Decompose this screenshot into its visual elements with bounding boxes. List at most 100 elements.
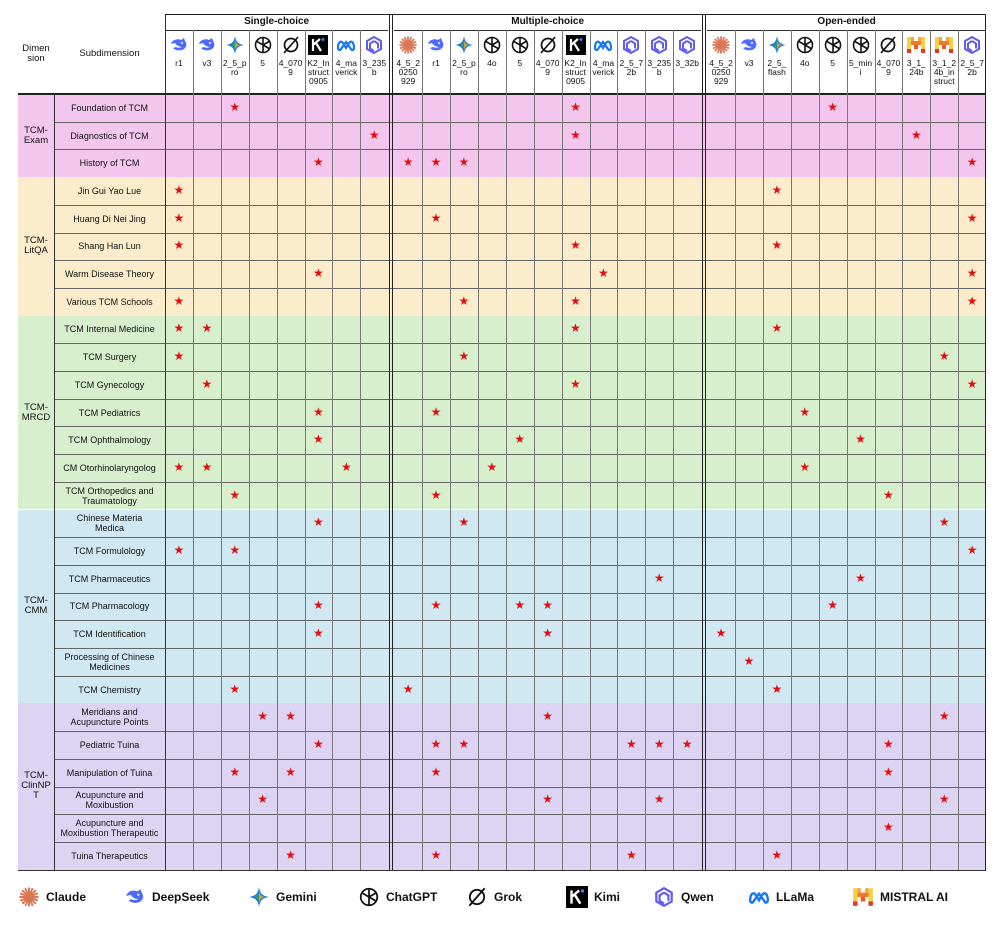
model-label: 5_min i (848, 58, 873, 77)
star-marker: ★ (313, 598, 324, 613)
qwen-icon (649, 35, 669, 55)
model-label: K2_In struct 0905 (307, 58, 330, 86)
gemini-icon (767, 35, 787, 55)
star-marker: ★ (514, 598, 526, 613)
deepseek-icon (739, 35, 759, 55)
subdimension-label: Pediatric Tuina (79, 739, 140, 750)
column-divider (477, 30, 479, 870)
star-marker: ★ (771, 847, 783, 862)
star-marker: ★ (430, 736, 442, 751)
star-marker: ★ (966, 376, 978, 391)
dimension-band (18, 703, 987, 870)
star-marker: ★ (402, 155, 414, 170)
subdimension-label: CM Otorhinolaryngolog (63, 462, 156, 473)
column-divider (54, 94, 55, 870)
legend-item-mistral: MISTRAL AI (852, 886, 948, 908)
legend-label: DeepSeek (152, 890, 210, 904)
chatgpt-icon (851, 35, 871, 55)
star-marker: ★ (771, 681, 783, 696)
star-marker: ★ (430, 847, 442, 862)
column-divider (248, 30, 250, 870)
star-marker: ★ (883, 764, 894, 779)
legend-item-chatgpt: ChatGPT (358, 886, 437, 908)
gemini-icon (248, 886, 270, 908)
qwen-icon (677, 35, 697, 55)
model-label: 2_5_7 2b (960, 58, 984, 77)
claude-icon (398, 35, 418, 55)
star-marker: ★ (570, 376, 581, 391)
row-divider (54, 232, 987, 234)
star-marker: ★ (855, 432, 866, 447)
table-border (165, 14, 987, 15)
legend-label: Claude (46, 890, 87, 904)
star-marker: ★ (402, 681, 414, 696)
grok-icon (878, 35, 898, 55)
star-marker: ★ (313, 626, 324, 641)
qwen-icon (653, 886, 675, 908)
subdimension-label: TCM Pediatrics (78, 407, 141, 418)
column-divider (846, 30, 848, 870)
row-divider (54, 426, 987, 428)
mistral-icon (934, 35, 954, 55)
group-header-0: Single-choice (244, 16, 310, 27)
model-label: 4o (487, 58, 497, 68)
column-divider (561, 30, 563, 870)
dimension-label: TCM- ClinNP T (21, 770, 51, 802)
chatgpt-icon (358, 886, 380, 908)
dimension-label: TCM- CMM (24, 595, 48, 617)
subdimension-label: TCM Surgery (82, 352, 137, 363)
table-border (985, 14, 987, 870)
star-marker: ★ (430, 764, 442, 779)
model-label: 3_235 b (362, 58, 387, 77)
legend-item-deepseek: DeepSeek (124, 886, 209, 908)
qwen-icon (364, 35, 384, 55)
row-divider (54, 841, 987, 843)
star-marker: ★ (715, 626, 727, 641)
star-marker: ★ (257, 709, 269, 724)
legend-item-llama: LLaMa (748, 886, 814, 908)
column-divider (450, 30, 451, 870)
column-divider (276, 30, 278, 870)
star-marker: ★ (313, 266, 324, 281)
llama-icon (593, 35, 613, 55)
group-divider (702, 14, 704, 870)
model-label: 4_ma verick (592, 58, 615, 77)
column-divider (673, 30, 675, 870)
subdimension-label: TCM Ophthalmology (68, 435, 151, 446)
row-divider (54, 481, 987, 483)
row-divider (54, 731, 987, 733)
star-marker: ★ (229, 487, 241, 502)
mistral-icon (852, 886, 874, 908)
star-marker: ★ (313, 404, 324, 419)
subdimension-label: Chinese Materia Medica (76, 513, 143, 534)
dimension-label: TCM- MRCD (21, 401, 51, 423)
star-marker: ★ (570, 238, 581, 253)
legend-item-grok: Grok (466, 886, 522, 908)
star-marker: ★ (570, 321, 581, 336)
qwen-icon (621, 35, 641, 55)
model-label: v3 (744, 58, 754, 68)
star-marker: ★ (514, 432, 526, 447)
grok-icon (538, 35, 558, 55)
legend-label: Qwen (681, 890, 714, 904)
star-marker: ★ (458, 349, 470, 364)
column-divider (735, 30, 736, 870)
star-marker: ★ (827, 99, 839, 114)
star-marker: ★ (458, 736, 470, 751)
legend-label: MISTRAL AI (880, 890, 948, 904)
subdimension-label: Warm Disease Theory (64, 269, 155, 280)
chatgpt-icon (253, 35, 273, 55)
legend-item-qwen: Qwen (653, 886, 714, 908)
star-marker: ★ (229, 99, 241, 114)
subdimension-label: Acupuncture and Moxibustion (75, 790, 144, 811)
dimension-band (18, 94, 987, 178)
column-divider (589, 30, 591, 870)
model-label: 5 (830, 58, 835, 68)
star-marker: ★ (570, 127, 581, 142)
model-label: 4_070 9 (535, 58, 560, 77)
qwen-icon (962, 35, 982, 55)
star-marker: ★ (681, 736, 693, 751)
deepseek-icon (197, 35, 217, 55)
llama-icon (748, 886, 770, 908)
